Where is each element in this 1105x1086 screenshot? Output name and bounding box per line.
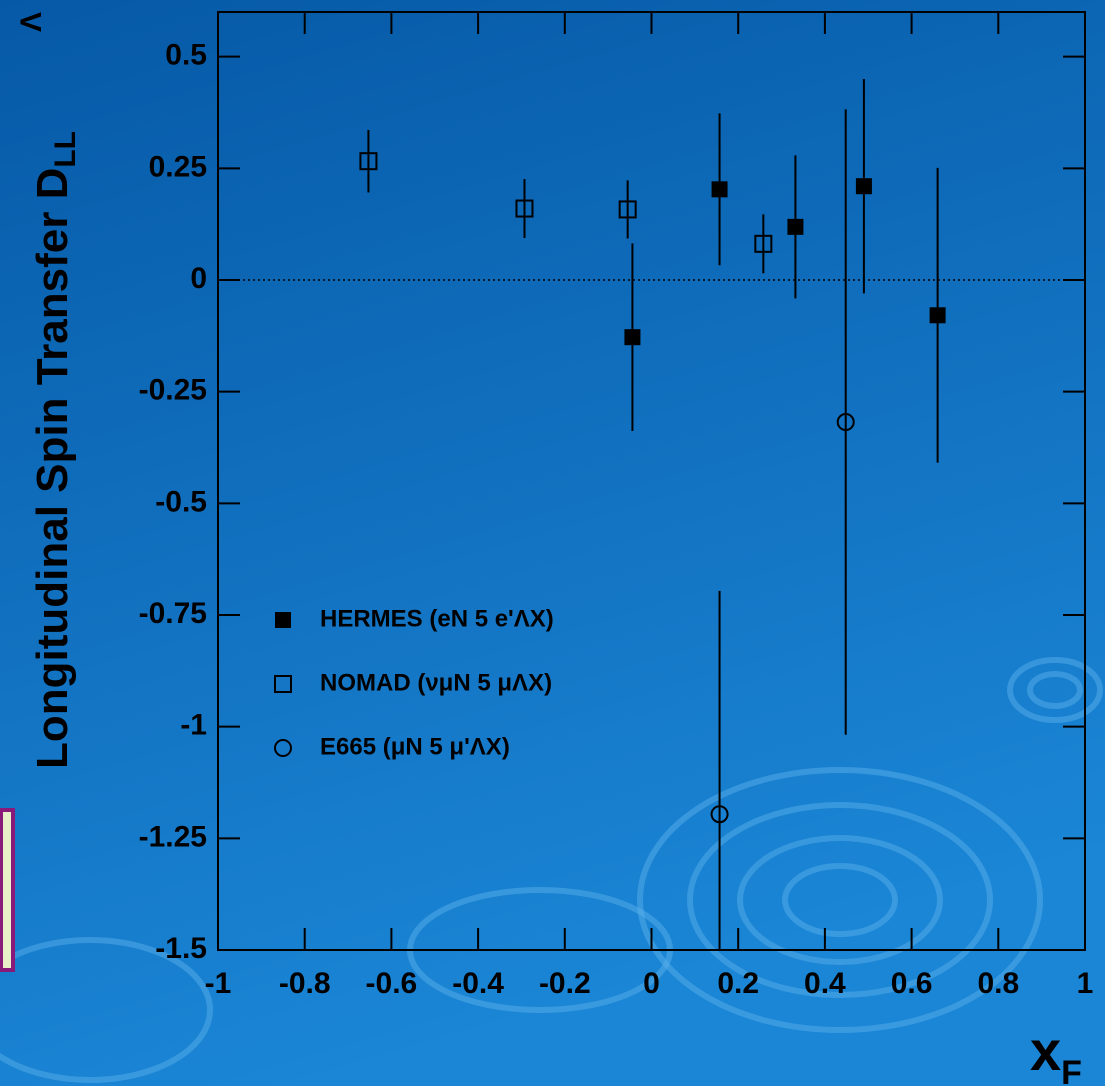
- marker: [855, 178, 872, 195]
- y-tick-label: -1.25: [139, 820, 207, 853]
- side-box: [0, 808, 15, 972]
- y-axis-title: Longitudinal Spin Transfer DLL Λ: [15, 12, 82, 769]
- y-tick-label: 0.5: [165, 39, 207, 72]
- x-axis-title-main: x: [1030, 1019, 1061, 1082]
- y-axis-title-text: Longitudinal Spin Transfer DLL: [28, 131, 82, 769]
- x-tick-label: -0.8: [279, 967, 331, 1000]
- marker: [929, 307, 946, 324]
- legend-entry: HERMES (eN 5 e'ΛX): [275, 605, 554, 632]
- legend-marker: [274, 675, 292, 693]
- x-tick-label: 0.2: [717, 967, 759, 1000]
- y-tick-label: -0.25: [139, 374, 207, 407]
- y-tick-label: -1: [180, 709, 207, 742]
- legend-entry: E665 (μN 5 μ'ΛX): [274, 733, 510, 760]
- legend-label: HERMES (eN 5 e'ΛX): [320, 605, 554, 632]
- legend-marker: [275, 612, 291, 628]
- y-tick-label: 0: [190, 262, 207, 295]
- x-tick-label: 0.8: [977, 967, 1019, 1000]
- marker: [787, 218, 804, 235]
- data-layer: [359, 79, 946, 950]
- marker: [624, 329, 641, 346]
- marker: [710, 805, 729, 824]
- x-tick-label: 0.4: [804, 967, 846, 1000]
- x-axis-title: xF: [1030, 1019, 1082, 1086]
- marker: [711, 181, 728, 198]
- legend-entry: NOMAD (νμN 5 μΛX): [274, 669, 552, 696]
- legend-marker: [274, 739, 292, 757]
- marker: [359, 152, 378, 171]
- x-tick-label: -1: [205, 967, 232, 1000]
- x-axis-title-sub: F: [1061, 1054, 1082, 1086]
- y-tick-label: 0.25: [149, 150, 207, 183]
- y-tick-label: -0.5: [155, 485, 207, 518]
- x-axis-title-text: xF: [1030, 1019, 1082, 1086]
- x-tick-label: 0: [643, 967, 660, 1000]
- legend-label: NOMAD (νμN 5 μΛX): [320, 669, 552, 696]
- marker: [836, 413, 855, 432]
- y-tick-label: -1.5: [155, 932, 207, 965]
- y-tick-label: -0.75: [139, 597, 207, 630]
- y-axis-title-sup: Λ: [15, 12, 48, 32]
- x-tick-label: -0.4: [452, 967, 504, 1000]
- x-tick-label: 0.6: [891, 967, 933, 1000]
- x-tick-label: -0.6: [366, 967, 418, 1000]
- legend-label: E665 (μN 5 μ'ΛX): [320, 733, 510, 760]
- x-tick-label: -0.2: [539, 967, 591, 1000]
- marker: [754, 234, 773, 253]
- y-axis-title-sub: LL: [49, 131, 82, 168]
- marker: [515, 199, 534, 218]
- x-tick-label: 1: [1077, 967, 1094, 1000]
- marker: [618, 200, 637, 219]
- y-axis-title-main: Longitudinal Spin Transfer D: [28, 168, 77, 769]
